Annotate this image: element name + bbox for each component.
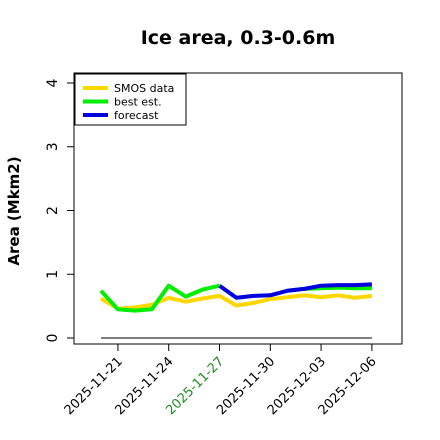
x-axis: 2025-11-212025-11-242025-11-272025-11-30… — [62, 343, 380, 418]
legend-label: best est. — [114, 96, 162, 109]
y-axis: 0 1 2 3 4 — [45, 78, 75, 343]
series-line-smos-data — [99, 293, 373, 311]
y-tick-label: 4 — [45, 78, 61, 87]
y-tick-label: 2 — [45, 206, 61, 215]
y-tick-label: 3 — [45, 142, 61, 151]
series-line-forecast — [218, 282, 372, 300]
series-line-best-est — [99, 283, 220, 313]
legend-label: forecast — [114, 109, 159, 122]
y-tick-label: 1 — [45, 270, 61, 279]
y-axis-label: Area (Mkm2) — [5, 156, 23, 265]
series-layer — [99, 282, 373, 313]
legend-label: SMOS data — [114, 82, 174, 95]
y-tick-label: 0 — [45, 334, 61, 343]
chart-title: Ice area, 0.3-0.6m — [141, 27, 336, 49]
